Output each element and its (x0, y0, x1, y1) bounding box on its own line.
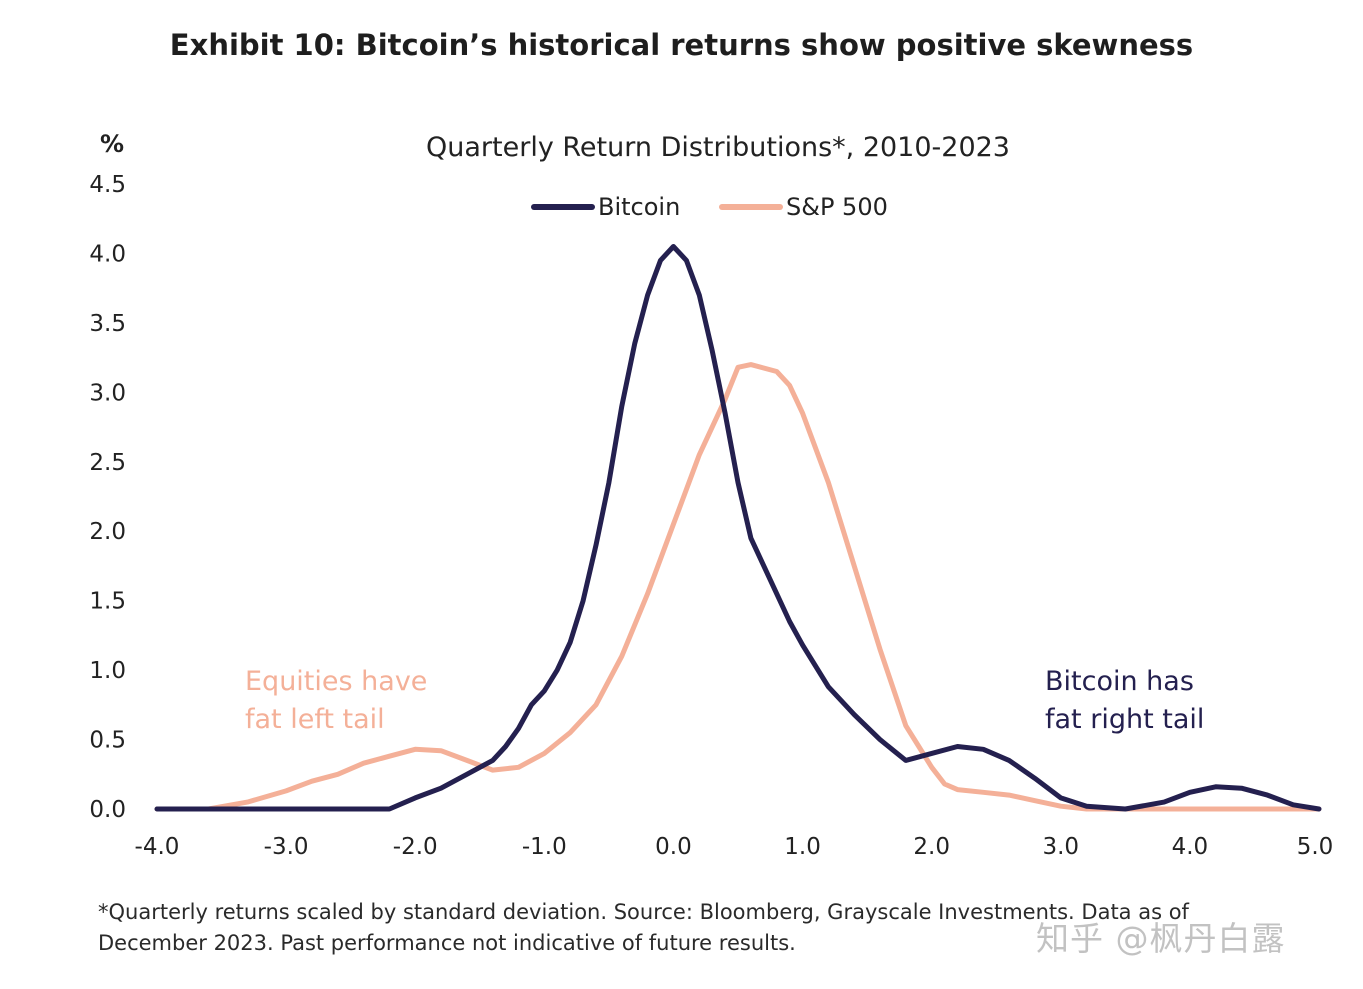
series-line-bitcoin (154, 244, 1322, 812)
y-axis-label: % (100, 130, 124, 158)
annotation-bitcoin-line-1: Bitcoin has (1045, 666, 1194, 697)
y-tick-label: 0.0 (89, 797, 126, 823)
exhibit-title: Exhibit 10: Bitcoin’s historical returns… (169, 28, 1194, 62)
x-tick-label: -4.0 (135, 834, 180, 860)
watermark: 知乎 @枫丹白露 (1036, 919, 1286, 958)
series-lines (154, 244, 1322, 812)
annotation-equities-line-1: Equities have (245, 666, 427, 697)
y-tick-label: 3.0 (89, 380, 126, 406)
y-tick-label: 1.0 (89, 658, 126, 684)
x-tick-label: -3.0 (264, 834, 309, 860)
annotation-bitcoin-line-2: fat right tail (1045, 704, 1204, 735)
legend-label-sp500: S&P 500 (786, 193, 888, 221)
y-tick-label: 4.0 (89, 241, 126, 267)
x-tick-label: 3.0 (1042, 834, 1079, 860)
footnote-line-1: *Quarterly returns scaled by standard de… (98, 900, 1189, 924)
y-tick-label: 0.5 (89, 728, 126, 754)
x-tick-label: 2.0 (913, 834, 950, 860)
footnote-line-2: December 2023. Past performance not indi… (98, 931, 796, 955)
x-tick-label: 4.0 (1172, 834, 1209, 860)
footnote: *Quarterly returns scaled by standard de… (98, 897, 1318, 959)
chart-title: Quarterly Return Distributions*, 2010-20… (426, 132, 1010, 163)
x-tick-label: 1.0 (784, 834, 821, 860)
x-tick-label: 0.0 (655, 834, 692, 860)
legend-label-bitcoin: Bitcoin (598, 193, 680, 221)
y-axis-ticks: 0.0 0.5 1.0 1.5 2.0 2.5 3.0 3.5 4.0 4.5 (89, 172, 126, 823)
x-tick-label: 5.0 (1297, 834, 1334, 860)
series-line-sp500 (154, 362, 1322, 812)
annotations: Equities have fat left tail Bitcoin has … (245, 666, 1204, 735)
legend: Bitcoin S&P 500 (531, 193, 888, 221)
y-tick-label: 4.5 (89, 172, 126, 198)
x-tick-label: -1.0 (522, 834, 567, 860)
y-tick-label: 2.0 (89, 519, 126, 545)
x-axis-ticks: -4.0 -3.0 -2.0 -1.0 0.0 1.0 2.0 3.0 4.0 5.0 (135, 834, 1334, 860)
x-tick-label: -2.0 (393, 834, 438, 860)
y-tick-label: 1.5 (89, 589, 126, 615)
y-tick-label: 3.5 (89, 311, 126, 337)
annotation-equities-line-2: fat left tail (245, 704, 385, 735)
y-tick-label: 2.5 (89, 450, 126, 476)
